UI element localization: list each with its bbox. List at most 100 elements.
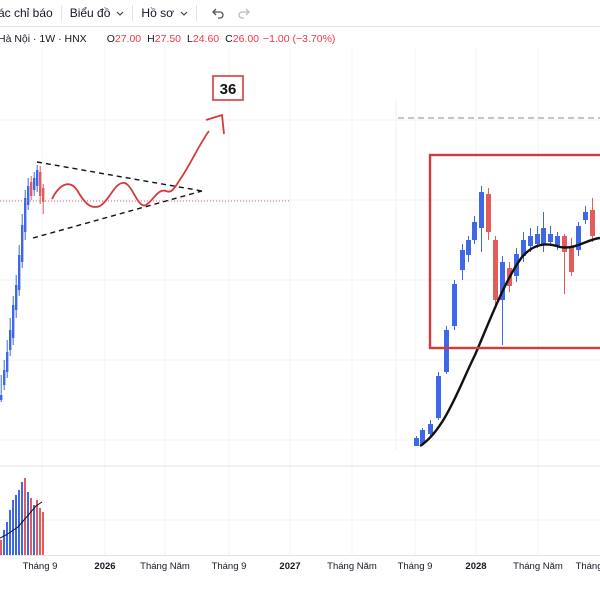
inset-candle xyxy=(444,330,449,372)
inset-candle xyxy=(569,246,574,272)
inset-candle xyxy=(562,236,567,252)
time-axis-label: Tháng 9 xyxy=(397,561,433,572)
volume-bar xyxy=(3,530,5,555)
redo-button[interactable] xyxy=(231,0,257,26)
price-candle xyxy=(21,225,24,262)
inset-candle xyxy=(460,250,465,270)
inset-candle xyxy=(541,228,546,244)
chevron-down-icon xyxy=(116,8,124,18)
volume-bar xyxy=(18,490,20,555)
inset-candle xyxy=(428,424,433,434)
volume-bar xyxy=(36,500,38,555)
triangle-lower-line xyxy=(32,190,203,239)
volume-bars xyxy=(0,478,44,555)
inset-candle xyxy=(452,284,457,326)
volume-bar xyxy=(39,508,41,555)
chart-area[interactable]: 36 xyxy=(0,48,600,555)
top-toolbar: ác chỉ báo Biểu đồ Hồ sơ xyxy=(0,0,600,27)
time-axis-label: Tháng Năm xyxy=(327,561,377,572)
inset-candle xyxy=(555,236,560,246)
inset-candle xyxy=(436,376,441,418)
inset-candle xyxy=(486,194,491,232)
price-candle xyxy=(12,305,15,338)
time-axis-label: 2026 xyxy=(94,561,116,572)
price-candle xyxy=(27,186,30,205)
bottom-strip xyxy=(0,577,600,600)
target-box xyxy=(212,75,244,101)
price-candle xyxy=(3,370,6,385)
chart-menu-button[interactable]: Biểu đồ xyxy=(62,0,133,26)
high-value: 27.50 xyxy=(154,33,182,45)
volume-bar xyxy=(42,512,44,555)
volume-bar xyxy=(6,522,8,555)
inset-candle xyxy=(500,262,505,300)
volume-bar xyxy=(33,505,35,555)
volume-bar xyxy=(0,540,2,555)
price-candle xyxy=(39,172,42,196)
inset-candle xyxy=(590,210,595,236)
open-value: 27.00 xyxy=(114,33,142,45)
low-value: 24.60 xyxy=(192,33,220,45)
consolidation-box xyxy=(428,153,600,350)
inset-candle xyxy=(576,226,581,250)
inset-candle xyxy=(414,438,419,446)
profile-menu-button[interactable]: Hồ sơ xyxy=(133,0,196,26)
undo-button[interactable] xyxy=(205,0,231,26)
chevron-down-icon xyxy=(180,8,188,18)
price-candle xyxy=(6,352,9,372)
inset-candle xyxy=(583,212,588,220)
inset-candle xyxy=(535,234,540,244)
forecast-wave xyxy=(51,130,210,208)
grid-lines xyxy=(0,48,600,555)
redo-icon xyxy=(238,8,250,19)
volume-bar xyxy=(21,482,23,555)
price-candle xyxy=(0,395,3,400)
indicators-label: ác chỉ báo xyxy=(0,6,53,20)
time-axis-label: Tháng Năm xyxy=(513,561,563,572)
inset-candle xyxy=(466,240,471,255)
volume-bar xyxy=(12,500,14,555)
triangle-upper-line xyxy=(36,161,203,192)
close-value: 26.00 xyxy=(232,33,260,45)
open-label: O xyxy=(106,33,115,45)
time-axis-label: Tháng 9 xyxy=(575,561,600,572)
time-axis-label: Tháng 9 xyxy=(211,561,247,572)
inset-candles xyxy=(414,186,595,446)
price-candle xyxy=(9,330,12,350)
toolbar-divider xyxy=(132,5,134,21)
price-candle xyxy=(33,178,36,190)
time-axis-label: Tháng Năm xyxy=(140,561,190,572)
inset-candle xyxy=(472,222,477,240)
inset-candle xyxy=(548,234,553,242)
change-value: −1.00 (−3.70%) xyxy=(263,33,336,45)
time-axis: Tháng 9 2026 Tháng Năm Tháng 9 2027 Thán… xyxy=(0,555,600,578)
time-axis-label: 2027 xyxy=(279,561,301,572)
close-label: C xyxy=(225,33,233,45)
time-axis-label: 2028 xyxy=(465,561,487,572)
indicators-button[interactable]: ác chỉ báo xyxy=(0,0,61,26)
symbol-name[interactable]: Hà Nội · 1W · HNX xyxy=(0,33,87,45)
time-axis-label: Tháng 9 xyxy=(22,561,58,572)
profile-menu-label: Hồ sơ xyxy=(141,6,174,20)
chart-menu-label: Biểu đồ xyxy=(69,6,111,20)
low-label: L xyxy=(187,33,193,45)
inset-moving-average xyxy=(419,236,600,448)
inset-candle xyxy=(528,236,533,246)
price-candle xyxy=(24,198,27,232)
undo-icon xyxy=(212,8,224,19)
main-candles xyxy=(0,165,45,402)
price-candle xyxy=(15,285,18,310)
price-candle xyxy=(36,170,39,186)
volume-bar xyxy=(30,498,32,555)
target-label: 36 xyxy=(220,81,237,98)
inset-candle xyxy=(493,240,498,300)
price-candle xyxy=(42,188,45,202)
forecast-arrow-head xyxy=(205,113,225,135)
price-candle xyxy=(30,182,33,196)
volume-bar xyxy=(15,495,17,555)
inset-candle xyxy=(420,430,425,444)
inset-candle xyxy=(479,192,484,228)
price-candle xyxy=(18,255,21,290)
symbol-legend: Hà Nội · 1W · HNX O 27.00 H 27.50 L 24.60 C… xyxy=(0,30,335,48)
volume-bar xyxy=(24,478,26,555)
